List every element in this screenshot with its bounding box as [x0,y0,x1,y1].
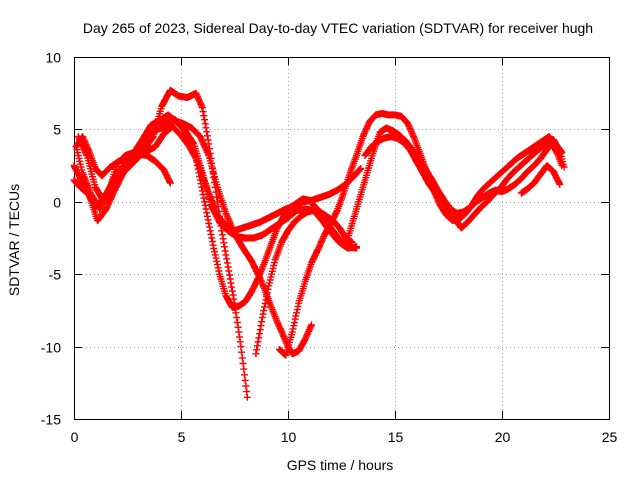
series-sat-k [517,162,564,197]
series-markers [517,162,564,197]
series-sat-h [275,110,566,359]
y-tick-label: -15 [41,412,61,428]
series-markers [275,110,566,359]
x-tick-label: 5 [178,429,186,445]
series-markers [70,117,315,358]
series-markers [361,133,566,232]
y-tick-label: 10 [45,50,61,66]
x-tick-label: 15 [388,429,404,445]
chart-title: Day 265 of 2023, Sidereal Day-to-day VTE… [83,20,593,36]
x-tick-label: 0 [71,429,79,445]
y-tick-label: -10 [41,340,61,356]
series-sat-e [126,150,174,187]
x-axis-label: GPS time / hours [287,457,394,473]
axis-ticks: 0 5 10 15 20 25 -15 -10 -5 0 5 10 [41,50,618,446]
x-tick-label: 25 [602,429,618,445]
series-sat-j [361,133,566,232]
series-markers [126,150,174,187]
x-tick-label: 20 [495,429,511,445]
y-tick-label: -5 [49,267,62,283]
y-tick-label: 0 [53,195,61,211]
data-points [70,86,568,401]
plot-frame [74,57,610,420]
y-tick-label: 5 [53,122,61,138]
x-tick-label: 10 [281,429,297,445]
series-sat-f [70,117,315,358]
y-axis-label: SDTVAR / TECUs [6,184,22,296]
